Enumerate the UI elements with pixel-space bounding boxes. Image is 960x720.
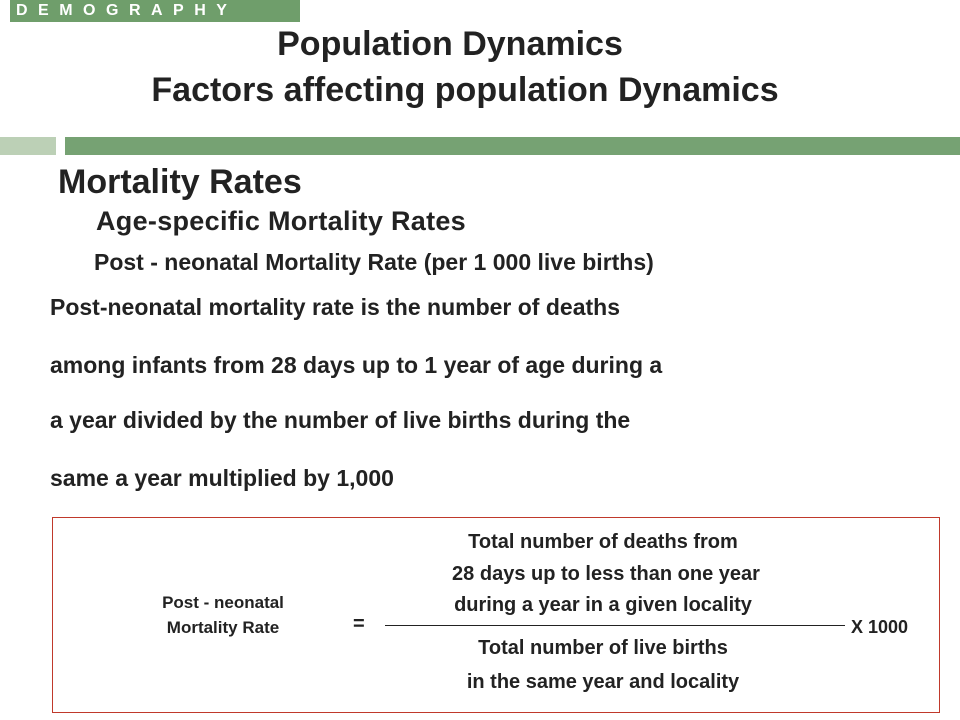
section-subheading: Age-specific Mortality Rates <box>96 206 466 236</box>
demography-badge: DEMOGRAPHY <box>10 0 300 22</box>
decorative-bar-light <box>0 137 56 155</box>
definition-line-1: Post-neonatal mortality rate is the numb… <box>50 294 620 320</box>
definition-line-2: among infants from 28 days up to 1 year … <box>50 352 663 378</box>
formula-label-line-1: Post - neonatal <box>162 593 284 612</box>
formula-label-line-2: Mortality Rate <box>166 618 280 637</box>
formula-denominator-line-2: in the same year and locality <box>466 671 740 693</box>
formula-denominator-line-1: Total number of live births <box>478 637 728 659</box>
formula-equals-sign: = <box>353 613 365 635</box>
formula-box: Post - neonatal Mortality Rate = Total n… <box>52 517 940 713</box>
section-heading: Mortality Rates <box>58 163 302 201</box>
page-title-line-1: Population Dynamics <box>277 25 623 63</box>
fraction-line <box>385 625 845 626</box>
topic-heading: Post - neonatal Mortality Rate (per 1 00… <box>94 249 654 275</box>
formula-numerator-line-2: 28 days up to less than one year <box>452 563 760 585</box>
definition-line-3: a year divided by the number of live bir… <box>50 407 631 433</box>
page-title-line-2: Factors affecting population Dynamics <box>151 71 779 109</box>
formula-numerator-line-3: during a year in a given locality <box>454 594 752 616</box>
formula-numerator-line-1: Total number of deaths from <box>468 531 738 553</box>
decorative-bar-dark <box>65 137 960 155</box>
formula-multiplier: X 1000 <box>851 617 909 637</box>
definition-line-4: same a year multiplied by 1,000 <box>50 465 394 491</box>
